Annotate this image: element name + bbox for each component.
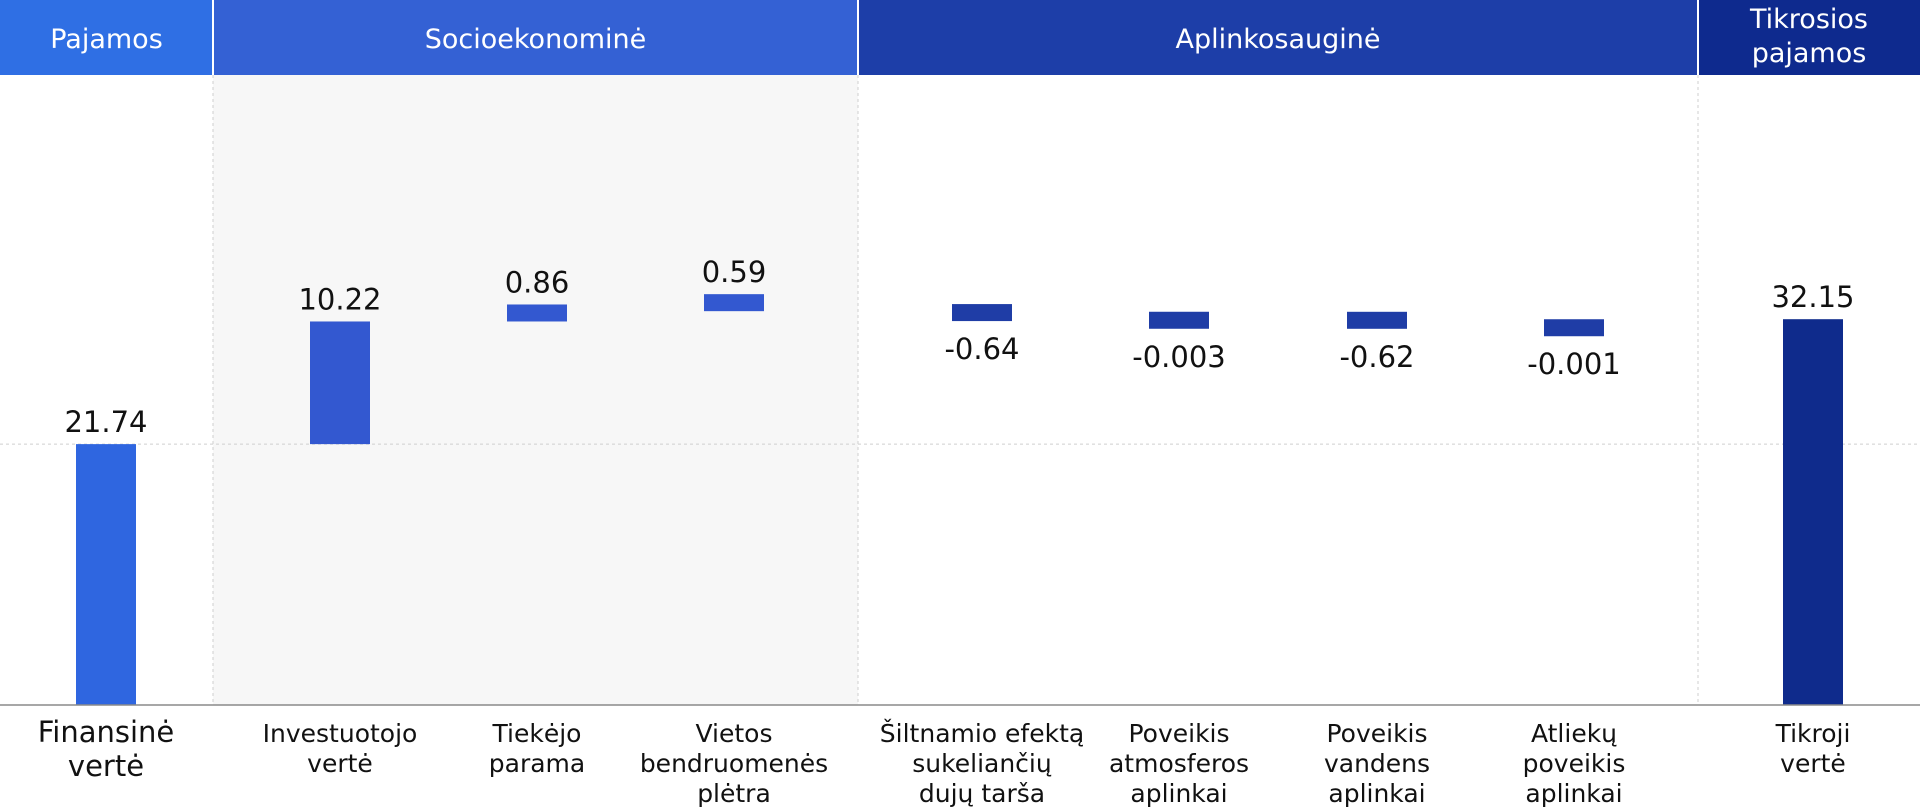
category-label: Poveikis atmosferos aplinkai: [1109, 719, 1249, 808]
bar-poveikis-atmosferos-aplinkai: [1149, 311, 1209, 329]
bar-vietos-bendruomenes-pletra: [704, 294, 764, 312]
value-label: -0.62: [1339, 340, 1414, 374]
highlight-band: [213, 75, 858, 705]
value-label: -0.001: [1527, 347, 1621, 381]
value-label: -0.64: [944, 332, 1019, 366]
bar-investuotojo-verte: [310, 321, 370, 445]
bar-atlieku-poveikis-aplinkai: [1544, 319, 1604, 337]
value-label: -0.003: [1132, 340, 1226, 374]
value-label: 32.15: [1771, 280, 1854, 314]
bar-tikroji-verte: [1783, 319, 1843, 705]
category-label: Šiltnamio efektą sukeliančių dujų tarša: [880, 718, 1084, 808]
bar-finansine-verte: [76, 444, 136, 705]
value-label: 10.22: [298, 282, 381, 316]
group-header-socioekonomine: [213, 0, 858, 75]
group-header-label: Pajamos: [50, 24, 163, 55]
group-header-aplinkosaugine: [858, 0, 1698, 75]
group-header-label: Socioekonominė: [425, 24, 646, 55]
bar-poveikis-vandens-aplinkai: [1347, 311, 1407, 329]
value-label: 21.74: [64, 405, 147, 439]
bar-siltnamio-efekta-sukelianciu-duju-tarsa: [952, 304, 1012, 322]
category-label: Tiekėjo parama: [489, 719, 585, 778]
group-header-label: Tikrosios pajamos: [1749, 4, 1868, 69]
bar-tiekejo-parama: [507, 304, 567, 322]
group-header-pajamos: [0, 0, 213, 75]
category-label: Finansinė vertė: [38, 715, 175, 783]
value-label: 0.59: [702, 255, 767, 289]
category-label: Atliekų poveikis aplinkai: [1523, 719, 1626, 808]
category-label: Vietos bendruomenės plėtra: [640, 719, 828, 808]
category-label: Investuotojo vertė: [263, 719, 418, 778]
category-label: Tikroji vertė: [1775, 719, 1851, 778]
category-label: Poveikis vandens aplinkai: [1324, 719, 1430, 808]
group-header-label: Aplinkosauginė: [1175, 24, 1380, 55]
group-header-tikrosios-pajamos: [1698, 0, 1920, 75]
value-label: 0.86: [505, 265, 570, 299]
